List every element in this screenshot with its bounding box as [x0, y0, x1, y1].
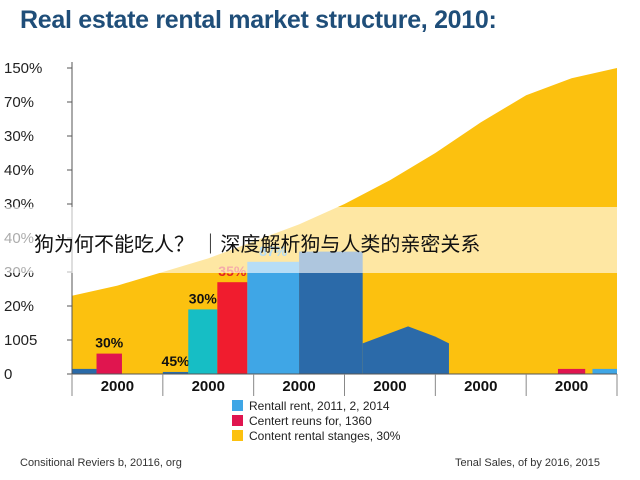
- bar: [247, 261, 300, 374]
- x-tick-label: 2000: [373, 378, 406, 395]
- overlay-banner: [0, 207, 640, 273]
- footer-source-left: Consitional Reviers b, 20116, org: [20, 457, 182, 469]
- legend-item: Centert reuns for, 1360: [232, 413, 400, 428]
- legend-swatch: [232, 430, 243, 441]
- y-tick-label: 40%: [4, 162, 34, 179]
- y-tick-label: 0: [4, 366, 12, 383]
- legend: Rentall rent, 2011, 2, 2014 Centert reun…: [232, 398, 400, 443]
- y-tick-label: 20%: [4, 298, 34, 315]
- x-tick-label: 2000: [464, 378, 497, 395]
- legend-swatch: [232, 400, 243, 411]
- legend-item: Content rental stanges, 30%: [232, 428, 400, 443]
- x-tick-label: 2000: [555, 378, 588, 395]
- y-tick-label: 30%: [4, 128, 34, 145]
- bar-data-label: 30%: [189, 290, 218, 306]
- y-tick-label: 150%: [4, 60, 42, 77]
- y-tick-label: 70%: [4, 94, 34, 111]
- x-tick-label: 2000: [282, 378, 315, 395]
- legend-item: Rentall rent, 2011, 2, 2014: [232, 398, 400, 413]
- bar: [592, 368, 617, 374]
- bar: [72, 368, 97, 374]
- overlay-banner-text: 狗为何不能吃人？ ｜深度解析狗与人类的亲密关系: [34, 232, 481, 256]
- legend-label: Centert reuns for, 1360: [249, 413, 372, 428]
- y-tick-label: 1005: [4, 332, 37, 349]
- bar-data-label: 30%: [95, 335, 124, 351]
- bar: [217, 282, 248, 374]
- legend-label: Rentall rent, 2011, 2, 2014: [249, 398, 390, 413]
- footer-source-right: Tenal Sales, of by 2016, 2015: [455, 457, 600, 469]
- legend-label: Content rental stanges, 30%: [249, 428, 401, 443]
- x-tick-label: 2000: [192, 378, 225, 395]
- bar-data-label: 45%: [162, 353, 191, 369]
- x-tick-label: 2000: [101, 378, 134, 395]
- wave-series: [362, 326, 449, 374]
- bar: [96, 353, 122, 374]
- chart-title: Real estate rental market structure, 201…: [20, 6, 497, 34]
- bar: [188, 309, 218, 374]
- legend-swatch: [232, 415, 243, 426]
- bar: [557, 368, 586, 374]
- bar: [162, 371, 189, 374]
